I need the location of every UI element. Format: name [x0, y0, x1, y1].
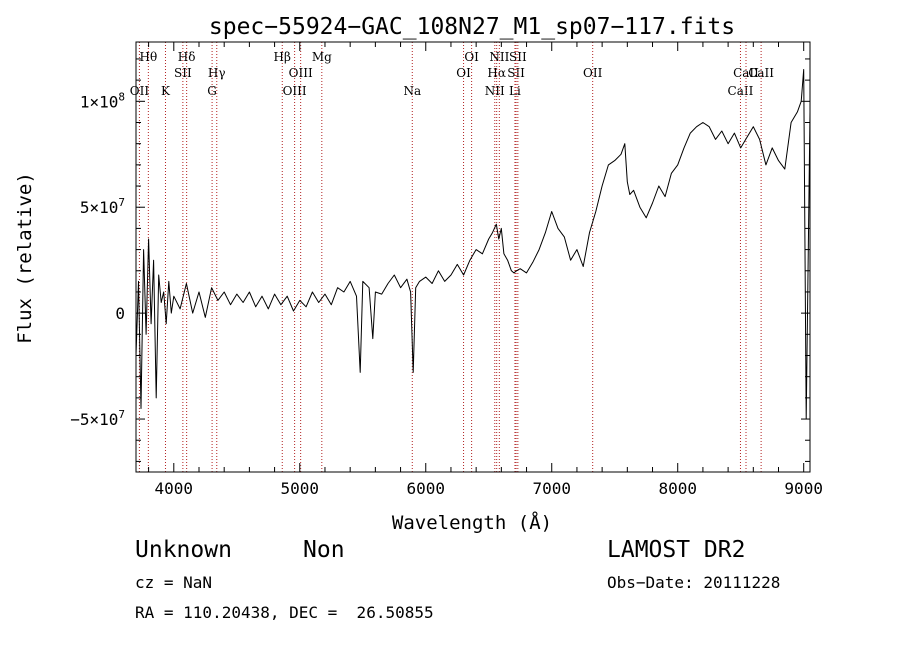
y-tick-label-1: 0: [115, 304, 125, 323]
observation-date: Obs−Date: 20111228: [607, 573, 781, 592]
y-tick-label-2: 5×107: [80, 196, 125, 217]
spectrum-series: [135, 69, 811, 420]
line-marker-label-4: Hδ: [178, 50, 196, 64]
line-marker-label-17: Li: [509, 84, 521, 98]
x-tick-label-3: 7000: [532, 479, 571, 498]
y-tick-label-0: −5×107: [70, 408, 125, 429]
line-marker-label-8: OIII: [283, 84, 307, 98]
line-markers: OIIHθKSIIHδGHγHβOIIIOIIIMgNaOIOINIIHαNII…: [130, 42, 774, 472]
coordinates: RA = 110.20438, DEC = 26.50855: [135, 603, 434, 622]
line-marker-label-16: NII: [489, 50, 509, 64]
line-marker-label-23: CaII: [748, 66, 774, 80]
line-marker-label-13: OI: [464, 50, 479, 64]
line-marker-label-15: Hα: [487, 66, 506, 80]
line-marker-label-11: Na: [403, 84, 421, 98]
line-marker-label-6: Hγ: [208, 66, 226, 80]
line-marker-label-5: G: [207, 84, 217, 98]
line-marker-label-2: K: [161, 84, 171, 98]
x-tick-label-5: 9000: [784, 479, 823, 498]
object-subclass: Non: [303, 537, 345, 563]
redshift-cz: cz = NaN: [135, 573, 213, 592]
x-tick-label-2: 6000: [406, 479, 445, 498]
line-marker-label-0: OII: [130, 84, 150, 98]
x-tick-label-0: 4000: [155, 479, 194, 498]
line-marker-label-9: OIII: [289, 66, 313, 80]
y-axis-label: Flux (relative): [14, 172, 36, 344]
line-marker-label-10: Mg: [312, 50, 332, 64]
line-marker-label-21: CaII: [728, 84, 754, 98]
y-axis: −5×107 0 5×107 1×108: [70, 58, 810, 462]
x-axis: 4000 5000 6000 7000 8000 9000: [148, 42, 823, 498]
plot-frame: [135, 41, 811, 473]
line-marker-label-1: Hθ: [139, 50, 157, 64]
object-class: Unknown: [135, 537, 232, 563]
line-marker-label-12: OI: [456, 66, 471, 80]
x-tick-label-1: 5000: [281, 479, 320, 498]
line-marker-label-22: CaII: [733, 66, 759, 80]
spectrum-line-0: [135, 69, 811, 420]
line-marker-label-18: SII: [507, 66, 525, 80]
chart-title: spec−55924−GAC_108N27_M1_sp07−117.fits: [209, 14, 735, 40]
x-axis-label: Wavelength (Å): [392, 511, 552, 534]
line-marker-label-3: SII: [174, 66, 192, 80]
line-marker-label-14: NII: [485, 84, 505, 98]
line-marker-label-20: OII: [583, 66, 603, 80]
survey-name: LAMOST DR2: [607, 537, 746, 563]
x-tick-label-4: 8000: [658, 479, 697, 498]
line-marker-label-19: SII: [509, 50, 527, 64]
line-marker-label-7: Hβ: [274, 50, 291, 64]
y-tick-label-3: 1×108: [80, 90, 125, 111]
